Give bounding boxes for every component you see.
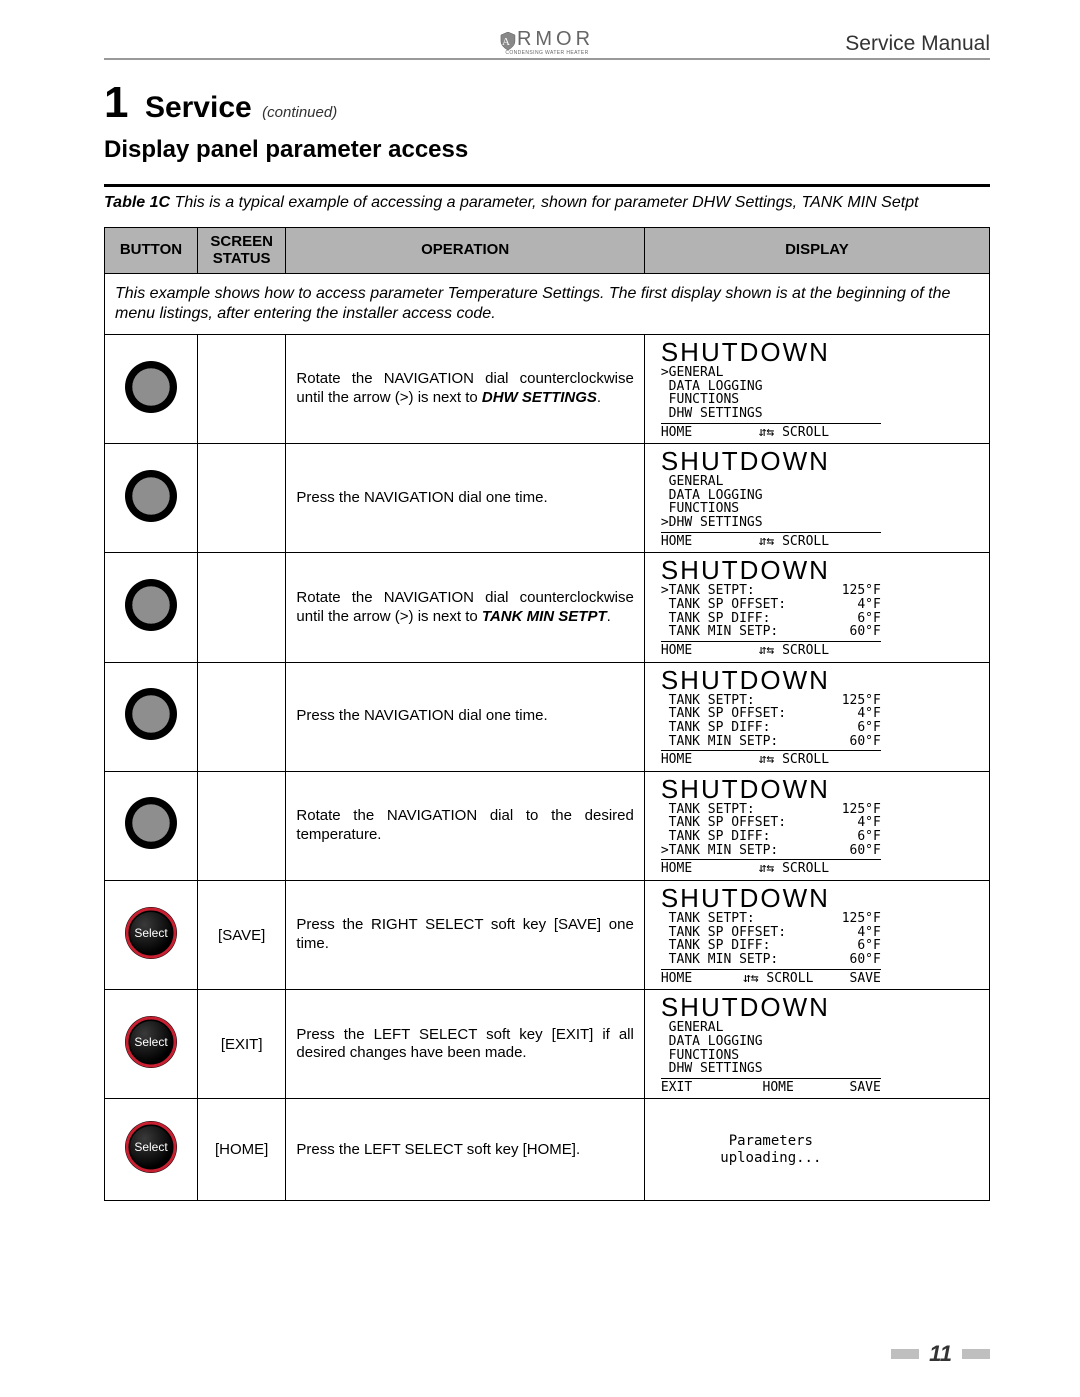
col-display: Display <box>644 228 989 274</box>
operation-cell: Press the LEFT SELECT soft key [HOME]. <box>286 1099 644 1201</box>
display-cell: SHUTDOWN TANK SETPT:125°F TANK SP OFFSET… <box>644 662 989 771</box>
header-bar: A RMOR CONDENSING WATER HEATER Service M… <box>104 30 990 60</box>
lcd-screen: SHUTDOWN TANK SETPT:125°F TANK SP OFFSET… <box>661 667 979 767</box>
page-number: 11 <box>929 1341 952 1367</box>
status-cell <box>197 335 286 444</box>
shield-icon: A <box>500 32 516 50</box>
table-row: Select [EXIT] Press the LEFT SELECT soft… <box>105 990 990 1099</box>
navigation-dial-icon <box>123 577 179 633</box>
table-row: Rotate the NAVIGATION dial counterclockw… <box>105 553 990 662</box>
section-continued: (continued) <box>262 104 337 121</box>
lcd-screen: SHUTDOWN >TANK SETPT:125°F TANK SP OFFSE… <box>661 557 979 657</box>
operation-cell: Rotate the NAVIGATION dial counterclockw… <box>286 335 644 444</box>
lcd-screen: SHUTDOWN GENERAL DATA LOGGING FUNCTIONS>… <box>661 448 979 548</box>
navigation-dial-icon <box>123 795 179 851</box>
svg-text:Select: Select <box>134 1140 168 1154</box>
display-cell: SHUTDOWN >TANK SETPT:125°F TANK SP OFFSE… <box>644 553 989 662</box>
display-cell: SHUTDOWN TANK SETPT:125°F TANK SP OFFSET… <box>644 881 989 990</box>
section-title: Service <box>145 91 252 124</box>
table-row: Press the NAVIGATION dial one time. SHUT… <box>105 444 990 553</box>
table-row: Rotate the NAVIGATION dial to the desire… <box>105 771 990 880</box>
table-row: Select [HOME] Press the LEFT SELECT soft… <box>105 1099 990 1201</box>
button-cell: Select <box>105 990 198 1099</box>
col-operation: Operation <box>286 228 644 274</box>
parameter-table: Button Screen Status Operation Display T… <box>104 227 990 1201</box>
status-cell: [HOME] <box>197 1099 286 1201</box>
display-cell: SHUTDOWN >GENERAL DATA LOGGING FUNCTIONS… <box>644 335 989 444</box>
svg-text:Select: Select <box>134 926 168 940</box>
display-cell: Parametersuploading... <box>644 1099 989 1201</box>
button-cell: Select <box>105 881 198 990</box>
lcd-screen: SHUTDOWN TANK SETPT:125°F TANK SP OFFSET… <box>661 885 979 985</box>
button-cell <box>105 335 198 444</box>
divider <box>104 184 990 187</box>
status-cell <box>197 444 286 553</box>
table-caption: Table 1C This is a typical example of ac… <box>104 193 990 213</box>
section-number: 1 <box>104 78 128 127</box>
operation-cell: Rotate the NAVIGATION dial counterclockw… <box>286 553 644 662</box>
select-button-icon: Select <box>123 905 179 961</box>
service-manual-label: Service Manual <box>845 32 990 58</box>
status-cell: [SAVE] <box>197 881 286 990</box>
display-cell: SHUTDOWN TANK SETPT:125°F TANK SP OFFSET… <box>644 771 989 880</box>
button-cell <box>105 771 198 880</box>
footer-bar-icon <box>962 1349 990 1359</box>
lcd-screen: SHUTDOWN GENERAL DATA LOGGING FUNCTIONS … <box>661 994 979 1094</box>
table-row: Rotate the NAVIGATION dial counterclockw… <box>105 335 990 444</box>
lcd-screen: SHUTDOWN >GENERAL DATA LOGGING FUNCTIONS… <box>661 339 979 439</box>
status-cell <box>197 662 286 771</box>
table-row: Press the NAVIGATION dial one time. SHUT… <box>105 662 990 771</box>
operation-cell: Rotate the NAVIGATION dial to the desire… <box>286 771 644 880</box>
section-heading: 1 Service (continued) <box>104 78 990 128</box>
select-button-icon: Select <box>123 1014 179 1070</box>
operation-cell: Press the NAVIGATION dial one time. <box>286 444 644 553</box>
navigation-dial-icon <box>123 686 179 742</box>
button-cell: Select <box>105 1099 198 1201</box>
button-cell <box>105 553 198 662</box>
col-button: Button <box>105 228 198 274</box>
navigation-dial-icon <box>123 468 179 524</box>
navigation-dial-icon <box>123 359 179 415</box>
button-cell <box>105 444 198 553</box>
display-cell: SHUTDOWN GENERAL DATA LOGGING FUNCTIONS>… <box>644 444 989 553</box>
table-row: Select [SAVE] Press the RIGHT SELECT sof… <box>105 881 990 990</box>
status-cell: [EXIT] <box>197 990 286 1099</box>
status-cell <box>197 553 286 662</box>
lcd-screen: SHUTDOWN TANK SETPT:125°F TANK SP OFFSET… <box>661 776 979 876</box>
operation-cell: Press the RIGHT SELECT soft key [SAVE] o… <box>286 881 644 990</box>
operation-cell: Press the NAVIGATION dial one time. <box>286 662 644 771</box>
page-footer: 11 <box>891 1341 990 1367</box>
status-cell <box>197 771 286 880</box>
display-cell: SHUTDOWN GENERAL DATA LOGGING FUNCTIONS … <box>644 990 989 1099</box>
svg-text:A: A <box>502 36 514 48</box>
lcd-message: Parametersuploading... <box>661 1115 881 1185</box>
button-cell <box>105 662 198 771</box>
select-button-icon: Select <box>123 1119 179 1175</box>
intro-row: This example shows how to access paramet… <box>105 274 990 335</box>
brand-logo: A RMOR CONDENSING WATER HEATER <box>500 30 594 56</box>
section-subtitle: Display panel parameter access <box>104 136 990 164</box>
svg-text:Select: Select <box>134 1035 168 1049</box>
footer-bar-icon <box>891 1349 919 1359</box>
operation-cell: Press the LEFT SELECT soft key [EXIT] if… <box>286 990 644 1099</box>
col-status: Screen Status <box>197 228 286 274</box>
